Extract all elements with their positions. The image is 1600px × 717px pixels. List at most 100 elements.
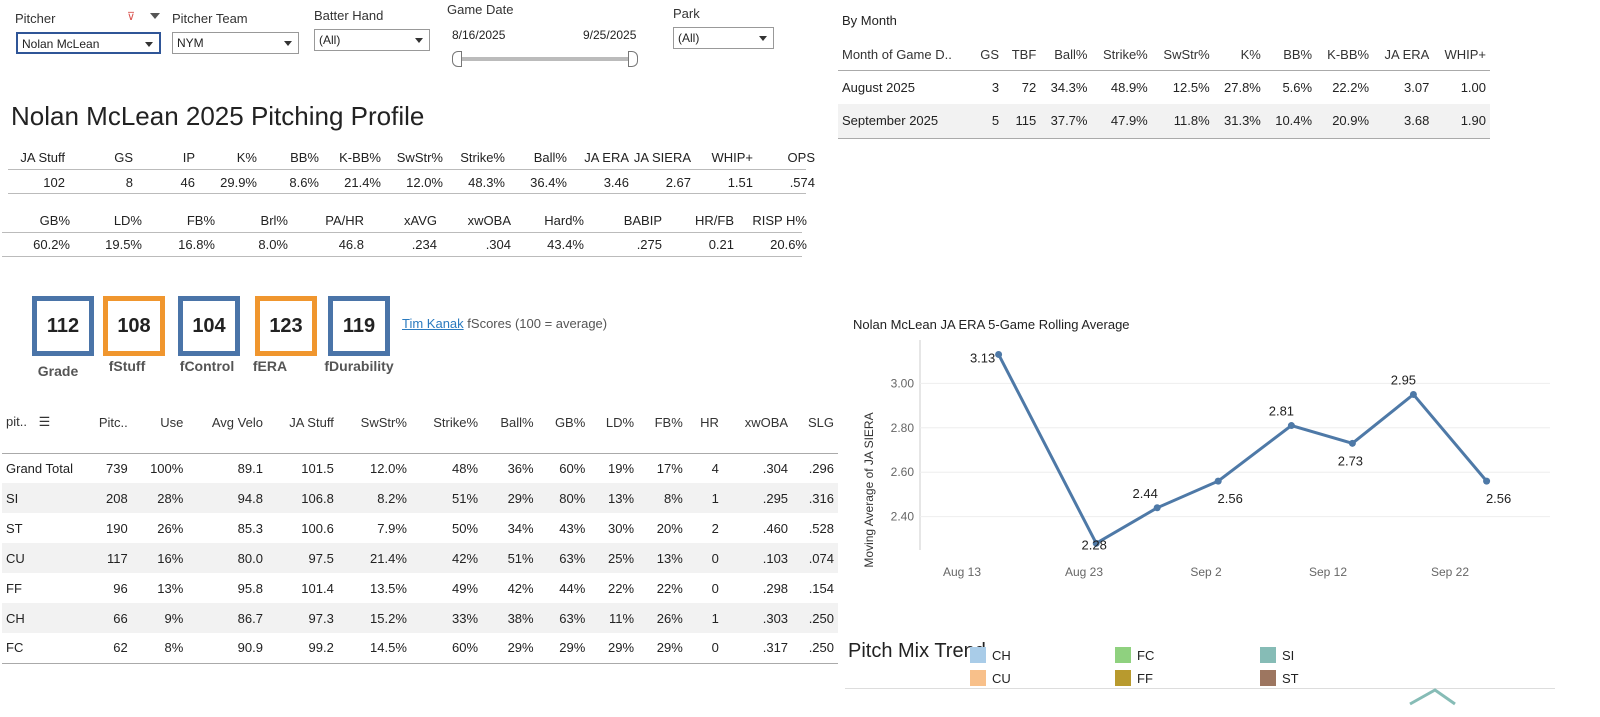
column-header[interactable]: Ball% <box>500 414 534 430</box>
table-cell: .303 <box>722 603 793 633</box>
date-slider-end-handle[interactable] <box>628 51 638 67</box>
column-header[interactable]: JA ERA <box>1384 47 1430 63</box>
column-header[interactable]: LD% <box>605 414 635 430</box>
table-cell: 15.2% <box>337 603 411 633</box>
column-header[interactable]: WHIP+ <box>1444 47 1486 63</box>
pitcher-select[interactable]: Nolan McLean <box>16 32 161 54</box>
stat-value: 1.51 <box>727 175 753 190</box>
clear-filter-icon[interactable]: ⊽ <box>127 11 136 23</box>
column-header[interactable]: Use <box>160 414 184 430</box>
table-cell: SI <box>2 483 82 513</box>
column-header[interactable]: Month of Game D.. <box>842 47 952 63</box>
park-select[interactable]: (All) <box>673 27 774 49</box>
table-row[interactable]: Grand Total 739 100% 89.1 101.5 12.0% 48% 36% 60… <box>2 452 838 483</box>
table-row[interactable]: SI 208 28% 94.8 106.8 8.2% 51% 29% 80% 13% 8% 1.295… <box>2 483 838 513</box>
by-month-title: By Month <box>842 13 897 28</box>
sort-icon[interactable]: ☰ <box>38 414 51 429</box>
filter-menu-icon[interactable] <box>150 13 160 19</box>
column-header[interactable]: BB% <box>1283 47 1313 63</box>
table-row[interactable]: August 2025 3 72 34.3% 48.9% 12.5% 27.8% 5.6% 22… <box>838 69 1490 104</box>
column-header[interactable]: K-BB% <box>1327 47 1370 63</box>
date-slider-start-handle[interactable] <box>452 51 462 67</box>
table-cell: Grand Total <box>2 452 82 483</box>
table-cell: 85.3 <box>237 520 263 536</box>
table-row[interactable]: FC 62 8% 90.9 99.2 14.5% 60% 29% 29% 29% 29% 0.317.… <box>2 633 838 664</box>
page-title: Nolan McLean 2025 Pitching Profile <box>11 101 425 131</box>
stat-header: LD% <box>113 213 142 228</box>
date-end: 9/25/2025 <box>583 28 637 42</box>
table-cell: 20.9% <box>1316 104 1374 139</box>
table-cell: .074 <box>792 543 838 573</box>
table-cell: 96 <box>113 580 128 596</box>
table-cell: 60% <box>537 452 590 483</box>
stat-value: 16.8% <box>178 237 215 252</box>
table-row[interactable]: CH 66 9% 86.7 97.3 15.2% 33% 38% 63% 11% 26% 1.303.… <box>2 603 838 633</box>
legend-item-st[interactable]: ST <box>1260 670 1299 686</box>
stat-header: JA Stuff <box>20 150 65 165</box>
pitch-mix-axis <box>845 688 1555 689</box>
chevron-down-icon <box>145 42 153 47</box>
legend-item-ff[interactable]: FF <box>1115 670 1153 686</box>
stat-header: K% <box>236 150 257 165</box>
stat-value: .304 <box>485 237 511 252</box>
table-cell: 101.4 <box>301 580 334 596</box>
legend-item-si[interactable]: SI <box>1260 647 1294 663</box>
table-cell: 49% <box>452 580 479 596</box>
date-slider-track[interactable] <box>458 57 634 61</box>
table-cell: 9% <box>131 603 188 633</box>
author-link[interactable]: Tim Kanak <box>402 316 464 331</box>
table-cell: 63% <box>537 603 590 633</box>
legend-item-cu[interactable]: CU <box>970 670 1011 686</box>
stat-header: OPS <box>787 150 815 165</box>
table-header-row: Month of Game D.. GS TBF Ball% Strike% S… <box>838 40 1490 70</box>
table-cell: .460 <box>762 520 789 536</box>
stat-value: .234 <box>411 237 437 252</box>
table-cell: 1 <box>686 483 723 513</box>
table-cell: August 2025 <box>838 69 973 104</box>
column-header[interactable]: Strike% <box>433 414 479 430</box>
data-label: 2.56 <box>1486 491 1511 506</box>
column-header[interactable]: SLG <box>807 414 834 430</box>
batter-hand-select[interactable]: (All) <box>314 29 430 51</box>
table-row[interactable]: ST 190 26% 85.3 100.6 7.9% 50% 34% 43% 30% 20% 2 .46… <box>2 513 838 543</box>
column-header[interactable]: K% <box>1240 47 1261 63</box>
table-cell: 44% <box>559 580 586 596</box>
column-header[interactable]: Pitc.. <box>98 414 128 430</box>
score-label-fcontrol: fControl <box>179 358 235 374</box>
legend-swatch <box>1115 647 1131 663</box>
column-header[interactable]: FB% <box>654 414 683 430</box>
table-row[interactable]: CU 117 16% 80.0 97.5 21.4% 42% 51% 63% 25% 13% 0.10… <box>2 543 838 573</box>
column-header[interactable]: Strike% <box>1102 47 1148 63</box>
team-select[interactable]: NYM <box>172 32 299 54</box>
stat-value: 29.9% <box>220 175 257 190</box>
column-header[interactable]: TBF <box>1011 47 1037 63</box>
table-row[interactable]: September 2025 5 115 37.7% 47.9% 11.8% 31.3% 10… <box>838 104 1490 139</box>
table-row[interactable]: FF 96 13% 95.8 101.4 13.5% 49% 42% 44% 22% 22% 0 .29… <box>2 573 838 603</box>
column-header[interactable]: Avg Velo <box>211 414 263 430</box>
table-cell: .316 <box>792 483 838 513</box>
table-cell: 7.9% <box>377 520 407 536</box>
table-cell: 26% <box>638 603 687 633</box>
table-cell: 20% <box>656 520 683 536</box>
chevron-down-icon <box>759 36 767 41</box>
legend-item-ch[interactable]: CH <box>970 647 1011 663</box>
table-cell: 29% <box>589 633 639 664</box>
column-header[interactable]: GS <box>980 47 1000 63</box>
game-date-label: Game Date <box>447 2 514 17</box>
stat-value: 36.4% <box>530 175 567 190</box>
column-header[interactable]: xwOBA <box>744 414 789 430</box>
column-header[interactable]: JA Stuff <box>289 414 334 430</box>
table-cell: 11.8% <box>1151 104 1214 139</box>
column-header[interactable]: pit.. ☰ <box>2 407 82 437</box>
column-header[interactable]: GB% <box>554 414 586 430</box>
legend-swatch <box>970 670 986 686</box>
column-header[interactable]: HR <box>700 414 719 430</box>
legend-item-fc[interactable]: FC <box>1115 647 1154 663</box>
data-point <box>1483 477 1491 485</box>
table-cell: 29% <box>482 483 538 513</box>
pitch-mix-si-line <box>1409 688 1456 706</box>
column-header[interactable]: Ball% <box>1054 47 1088 63</box>
column-header[interactable]: SwStr% <box>360 414 407 430</box>
column-header[interactable]: SwStr% <box>1163 47 1210 63</box>
data-label: 2.73 <box>1338 453 1363 468</box>
